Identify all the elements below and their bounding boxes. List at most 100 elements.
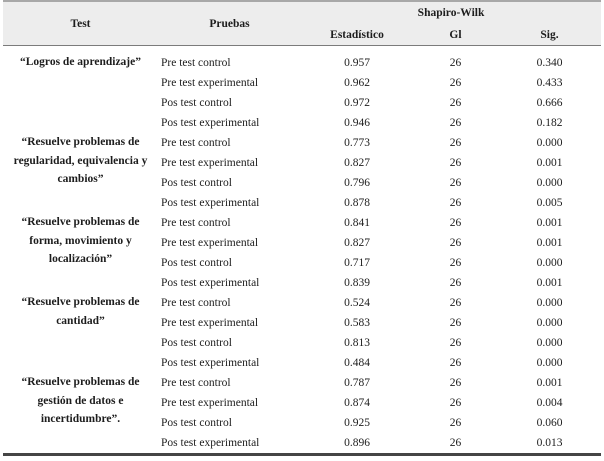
gl-cell: 26 bbox=[449, 337, 462, 349]
sig-cell: 0.000 bbox=[536, 137, 563, 149]
prueba-cell: Pos test experimental bbox=[161, 277, 260, 289]
sig-cell: 0.000 bbox=[536, 337, 563, 349]
prueba-cell: Pos test experimental bbox=[161, 437, 260, 449]
gl-cell: 26 bbox=[449, 77, 462, 89]
gl-cell: 26 bbox=[449, 397, 462, 409]
estadistico-cell: 0.878 bbox=[344, 197, 370, 209]
estadistico-cell: 0.946 bbox=[344, 117, 370, 129]
gl-cell: 26 bbox=[449, 377, 462, 389]
gl-cell: 26 bbox=[449, 157, 462, 169]
estadistico-cell: 0.827 bbox=[344, 157, 370, 169]
sig-cell: 0.433 bbox=[536, 77, 563, 89]
sig-cell: 0.001 bbox=[536, 277, 563, 289]
table-row: “Resuelve problemas de cantidad” Pre test… bbox=[3, 293, 601, 327]
table-header: Test Pruebas Shapiro-Wilk Estadístico Gl… bbox=[3, 1, 602, 46]
test-group-name: “Resuelve problemas de forma, movimiento… bbox=[21, 216, 140, 265]
sig-cell: 0.004 bbox=[536, 397, 563, 409]
table-row: Pos test control 0.925 26 0.060 bbox=[3, 413, 601, 433]
prueba-cell: Pos test experimental bbox=[161, 357, 260, 369]
estadistico-cell: 0.524 bbox=[344, 297, 370, 309]
sig-cell: 0.005 bbox=[536, 197, 563, 209]
prueba-cell: Pos test control bbox=[161, 177, 232, 189]
table-row: Pos test control 0.972 26 0.666 bbox=[3, 93, 601, 113]
estadistico-cell: 0.787 bbox=[344, 377, 370, 389]
estadistico-cell: 0.717 bbox=[344, 257, 370, 269]
gl-cell: 26 bbox=[449, 277, 462, 289]
table-row: “Resuelve problemas de gestión de datos … bbox=[3, 373, 601, 425]
estadistico-cell: 0.773 bbox=[344, 137, 370, 149]
estadistico-cell: 0.841 bbox=[344, 217, 370, 229]
table-row: Pos test experimental 0.484 26 0.000 bbox=[3, 353, 601, 373]
sig-cell: 0.000 bbox=[536, 317, 563, 329]
prueba-cell: Pre test control bbox=[161, 57, 231, 69]
prueba-cell: Pos test control bbox=[161, 337, 232, 349]
prueba-cell: Pre test control bbox=[161, 377, 231, 389]
table-row: Pos test experimental 0.878 26 0.005 bbox=[3, 193, 601, 213]
gl-cell: 26 bbox=[449, 97, 462, 109]
column-header-shapiro-wilk: Shapiro-Wilk bbox=[301, 1, 602, 24]
sig-cell: 0.182 bbox=[536, 117, 563, 129]
gl-cell: 26 bbox=[449, 177, 462, 189]
sig-cell: 0.000 bbox=[536, 177, 563, 189]
prueba-cell: Pos test control bbox=[161, 417, 232, 429]
prueba-cell: Pre test experimental bbox=[161, 157, 259, 169]
estadistico-cell: 0.962 bbox=[344, 77, 370, 89]
table-row: Pos test control 0.717 26 0.000 bbox=[3, 253, 601, 273]
sig-cell: 0.060 bbox=[536, 417, 563, 429]
prueba-cell: Pre test experimental bbox=[161, 397, 259, 409]
gl-cell: 26 bbox=[449, 297, 462, 309]
prueba-cell: Pre test control bbox=[161, 137, 231, 149]
estadistico-cell: 0.827 bbox=[344, 237, 370, 249]
estadistico-cell: 0.839 bbox=[344, 277, 370, 289]
column-header-estadistico: Estadístico bbox=[301, 24, 413, 46]
sig-cell: 0.000 bbox=[536, 257, 563, 269]
gl-cell: 26 bbox=[449, 437, 462, 449]
prueba-cell: Pos test experimental bbox=[161, 117, 260, 129]
gl-cell: 26 bbox=[449, 357, 462, 369]
column-header-pruebas: Pruebas bbox=[158, 1, 301, 46]
estadistico-cell: 0.874 bbox=[344, 397, 370, 409]
estadistico-cell: 0.957 bbox=[344, 57, 370, 69]
gl-cell: 26 bbox=[449, 417, 462, 429]
estadistico-cell: 0.583 bbox=[344, 317, 370, 329]
sig-cell: 0.013 bbox=[536, 437, 563, 449]
table-body: “Logros de aprendizaje” Pre test control 0… bbox=[3, 46, 601, 455]
table-row: Pre test experimental 0.827 26 0.001 bbox=[3, 233, 601, 253]
table-row: Pre test experimental 0.827 26 0.001 bbox=[3, 153, 601, 173]
test-group-name: “Resuelve problemas de gestión de datos … bbox=[21, 376, 140, 425]
table-row: “Resuelve problemas de regularidad, equi… bbox=[3, 133, 601, 185]
table-row: “Logros de aprendizaje” Pre test control 0… bbox=[3, 46, 601, 74]
shapiro-wilk-table: Test Pruebas Shapiro-Wilk Estadístico Gl… bbox=[3, 0, 602, 456]
gl-cell: 26 bbox=[449, 317, 462, 329]
table-row: Pos test experimental 0.839 26 0.001 bbox=[3, 273, 601, 293]
gl-cell: 26 bbox=[449, 137, 462, 149]
estadistico-cell: 0.896 bbox=[344, 437, 370, 449]
column-header-gl: Gl bbox=[413, 24, 498, 46]
gl-cell: 26 bbox=[449, 57, 462, 69]
estadistico-cell: 0.484 bbox=[344, 357, 370, 369]
sig-cell: 0.001 bbox=[536, 237, 563, 249]
sig-cell: 0.001 bbox=[536, 217, 563, 229]
table-row: Pos test experimental 0.946 26 0.182 bbox=[3, 113, 601, 133]
table-row: Pos test control 0.796 26 0.000 bbox=[3, 173, 601, 193]
estadistico-cell: 0.925 bbox=[344, 417, 370, 429]
sig-cell: 0.340 bbox=[536, 57, 563, 69]
table-row: Pos test experimental 0.896 26 0.013 bbox=[3, 433, 601, 455]
prueba-cell: Pre test control bbox=[161, 297, 231, 309]
gl-cell: 26 bbox=[449, 257, 462, 269]
sig-cell: 0.001 bbox=[536, 157, 563, 169]
prueba-cell: Pre test experimental bbox=[161, 77, 259, 89]
table-row: Pre test experimental 0.874 26 0.004 bbox=[3, 393, 601, 413]
prueba-cell: Pre test experimental bbox=[161, 317, 259, 329]
table-row: Pre test experimental 0.962 26 0.433 bbox=[3, 73, 601, 93]
estadistico-cell: 0.813 bbox=[344, 337, 370, 349]
test-group-name: “Resuelve problemas de regularidad, equi… bbox=[13, 136, 148, 185]
table-row: “Resuelve problemas de forma, movimiento… bbox=[3, 213, 601, 265]
prueba-cell: Pos test control bbox=[161, 257, 232, 269]
prueba-cell: Pre test control bbox=[161, 217, 231, 229]
test-group-name: “Logros de aprendizaje” bbox=[20, 56, 141, 68]
sig-cell: 0.001 bbox=[536, 377, 563, 389]
sig-cell: 0.000 bbox=[536, 297, 563, 309]
sig-cell: 0.000 bbox=[536, 357, 563, 369]
column-header-sig: Sig. bbox=[498, 24, 602, 46]
